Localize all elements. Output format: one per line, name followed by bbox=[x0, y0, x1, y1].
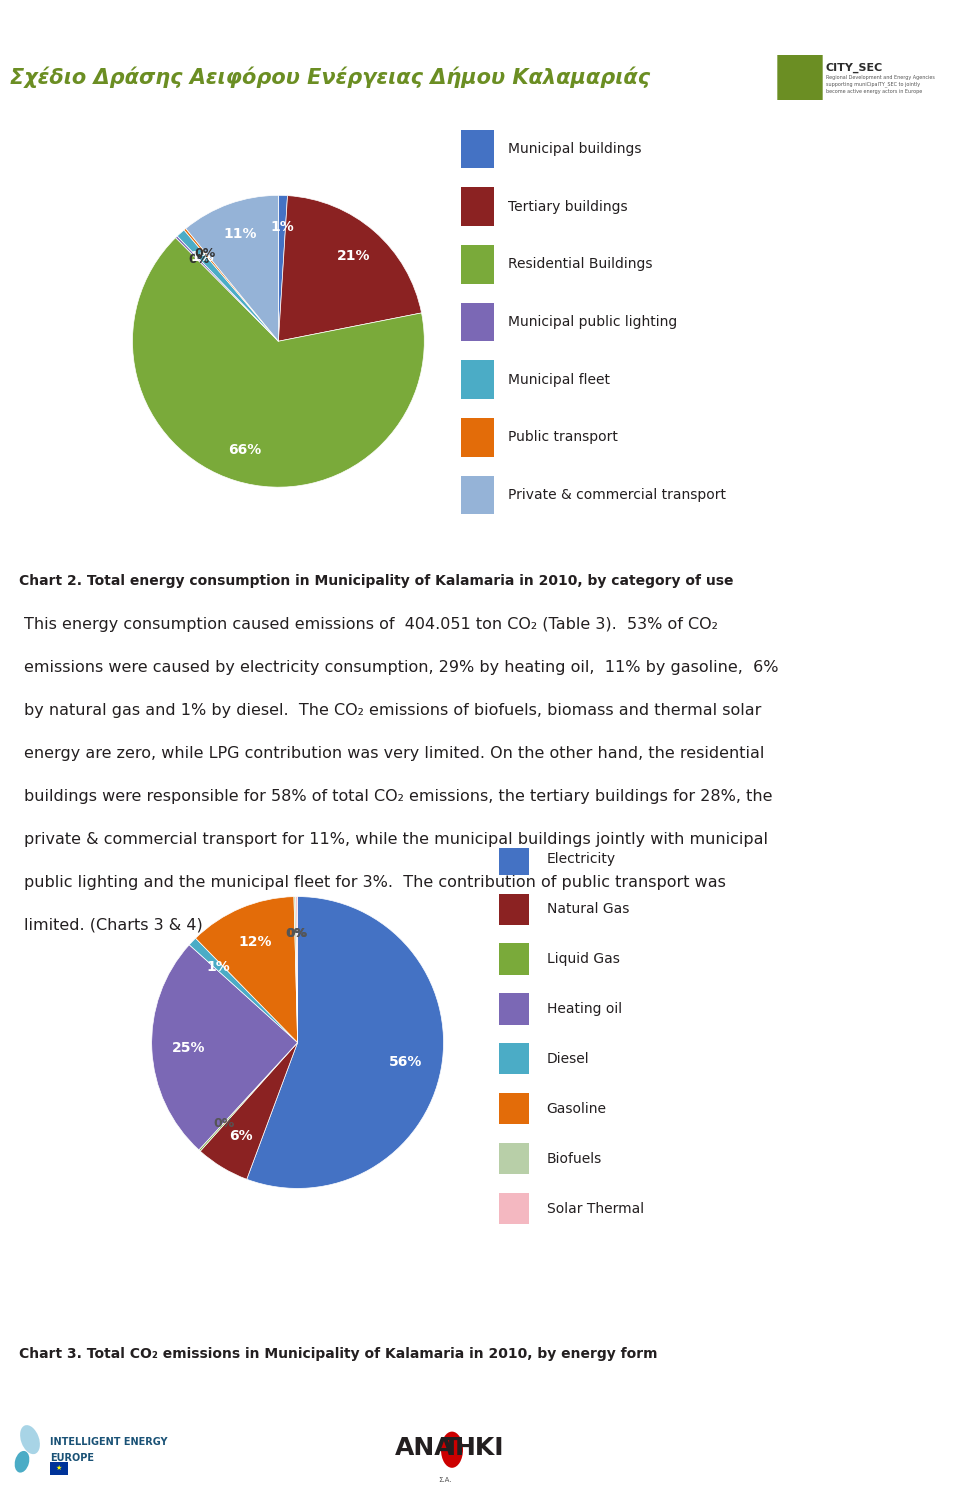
Text: 66%: 66% bbox=[228, 442, 262, 458]
Ellipse shape bbox=[14, 1450, 30, 1473]
Bar bbox=[499, 843, 530, 874]
Bar bbox=[461, 129, 493, 168]
Text: energy are zero, while LPG contribution was very limited. On the other hand, the: energy are zero, while LPG contribution … bbox=[24, 746, 764, 760]
Text: buildings were responsible for 58% of total CO₂ emissions, the tertiary building: buildings were responsible for 58% of to… bbox=[24, 789, 773, 804]
Wedge shape bbox=[278, 195, 287, 342]
Wedge shape bbox=[132, 237, 424, 488]
Text: Natural Gas: Natural Gas bbox=[547, 902, 629, 916]
Text: Municipal buildings: Municipal buildings bbox=[508, 142, 641, 156]
Text: 1%: 1% bbox=[190, 251, 214, 264]
Text: emissions were caused by electricity consumption, 29% by heating oil,  11% by ga: emissions were caused by electricity con… bbox=[24, 660, 779, 675]
Wedge shape bbox=[184, 228, 278, 342]
Wedge shape bbox=[189, 938, 298, 1042]
Text: HKI: HKI bbox=[455, 1436, 505, 1460]
Wedge shape bbox=[176, 236, 278, 342]
Text: Σ.Α.: Σ.Α. bbox=[438, 1478, 452, 1484]
Bar bbox=[461, 476, 493, 514]
Bar bbox=[461, 360, 493, 399]
Ellipse shape bbox=[441, 1431, 463, 1468]
Text: Regional Development and Energy Agencies
supporting muniCipalTY_SEC to jointly
b: Regional Development and Energy Agencies… bbox=[826, 75, 935, 93]
Text: Residential Buildings: Residential Buildings bbox=[508, 258, 653, 272]
Text: EUROPE: EUROPE bbox=[50, 1452, 94, 1462]
Text: public lighting and the municipal fleet for 3%.  The contribution of public tran: public lighting and the municipal fleet … bbox=[24, 874, 726, 890]
Wedge shape bbox=[152, 945, 298, 1150]
Text: private & commercial transport for 11%, while the municipal buildings jointly wi: private & commercial transport for 11%, … bbox=[24, 831, 768, 846]
Bar bbox=[499, 944, 530, 975]
Text: Tertiary buildings: Tertiary buildings bbox=[508, 200, 628, 213]
Text: 0%: 0% bbox=[195, 248, 216, 261]
Text: ★: ★ bbox=[56, 1466, 62, 1472]
Wedge shape bbox=[196, 897, 298, 1042]
Bar bbox=[461, 419, 493, 456]
Text: 21%: 21% bbox=[337, 249, 371, 262]
Text: Diesel: Diesel bbox=[547, 1052, 589, 1066]
Text: 25%: 25% bbox=[172, 1041, 205, 1054]
Wedge shape bbox=[278, 195, 421, 342]
Text: ANA: ANA bbox=[395, 1436, 455, 1460]
Text: Chart 3. Total CO₂ emissions in Municipality of Kalamaria in 2010, by energy for: Chart 3. Total CO₂ emissions in Municipa… bbox=[19, 1347, 658, 1360]
Text: 0%: 0% bbox=[286, 927, 307, 939]
Text: Σχέδιο Δράσης Αειφόρου Ενέργειας Δήμου Καλαμαριάς: Σχέδιο Δράσης Αειφόρου Ενέργειας Δήμου Κ… bbox=[10, 68, 650, 88]
Bar bbox=[499, 1143, 530, 1174]
Text: 0%: 0% bbox=[188, 254, 209, 267]
Text: Solar Thermal: Solar Thermal bbox=[547, 1202, 644, 1215]
Bar bbox=[499, 1192, 530, 1224]
Text: 0%: 0% bbox=[213, 1118, 234, 1130]
Text: Heating oil: Heating oil bbox=[547, 1002, 622, 1016]
Bar bbox=[499, 894, 530, 924]
Bar bbox=[499, 993, 530, 1024]
Bar bbox=[461, 244, 493, 284]
Bar bbox=[50, 1462, 68, 1474]
Text: 0%: 0% bbox=[285, 927, 306, 939]
Text: CITY_SEC: CITY_SEC bbox=[826, 63, 883, 74]
Text: 12%: 12% bbox=[238, 934, 272, 948]
Text: T: T bbox=[443, 1436, 460, 1460]
Text: INTELLIGENT ENERGY: INTELLIGENT ENERGY bbox=[50, 1437, 167, 1446]
Text: This energy consumption caused emissions of  404.051 ton CO₂ (Table 3).  53% of : This energy consumption caused emissions… bbox=[24, 616, 718, 632]
Wedge shape bbox=[186, 195, 278, 342]
Text: Biofuels: Biofuels bbox=[547, 1152, 602, 1166]
Wedge shape bbox=[199, 1042, 298, 1150]
Bar bbox=[499, 1044, 530, 1074]
Wedge shape bbox=[178, 230, 278, 342]
Text: Gasoline: Gasoline bbox=[547, 1102, 607, 1116]
Text: Electricity: Electricity bbox=[547, 852, 616, 865]
Wedge shape bbox=[296, 897, 298, 1042]
Circle shape bbox=[778, 0, 822, 1068]
Bar bbox=[461, 188, 493, 226]
Text: Chart 2. Total energy consumption in Municipality of Kalamaria in 2010, by categ: Chart 2. Total energy consumption in Mun… bbox=[19, 574, 733, 588]
Text: Municipal fleet: Municipal fleet bbox=[508, 372, 610, 387]
Bar bbox=[461, 303, 493, 342]
Text: 11%: 11% bbox=[224, 226, 256, 242]
Wedge shape bbox=[247, 897, 444, 1188]
Wedge shape bbox=[201, 1042, 298, 1179]
Text: limited. (Charts 3 & 4): limited. (Charts 3 & 4) bbox=[24, 918, 203, 933]
Text: Private & commercial transport: Private & commercial transport bbox=[508, 488, 726, 502]
Bar bbox=[499, 1094, 530, 1125]
Wedge shape bbox=[294, 897, 298, 1042]
Text: by natural gas and 1% by diesel.  The CO₂ emissions of biofuels, biomass and the: by natural gas and 1% by diesel. The CO₂… bbox=[24, 704, 761, 718]
Text: 56%: 56% bbox=[389, 1054, 422, 1070]
Ellipse shape bbox=[20, 1425, 40, 1454]
Text: Municipal public lighting: Municipal public lighting bbox=[508, 315, 677, 328]
Text: 1%: 1% bbox=[206, 960, 230, 974]
Text: 6%: 6% bbox=[229, 1130, 252, 1143]
Text: Liquid Gas: Liquid Gas bbox=[547, 952, 619, 966]
Text: 1%: 1% bbox=[270, 220, 294, 234]
Text: Public transport: Public transport bbox=[508, 430, 617, 444]
